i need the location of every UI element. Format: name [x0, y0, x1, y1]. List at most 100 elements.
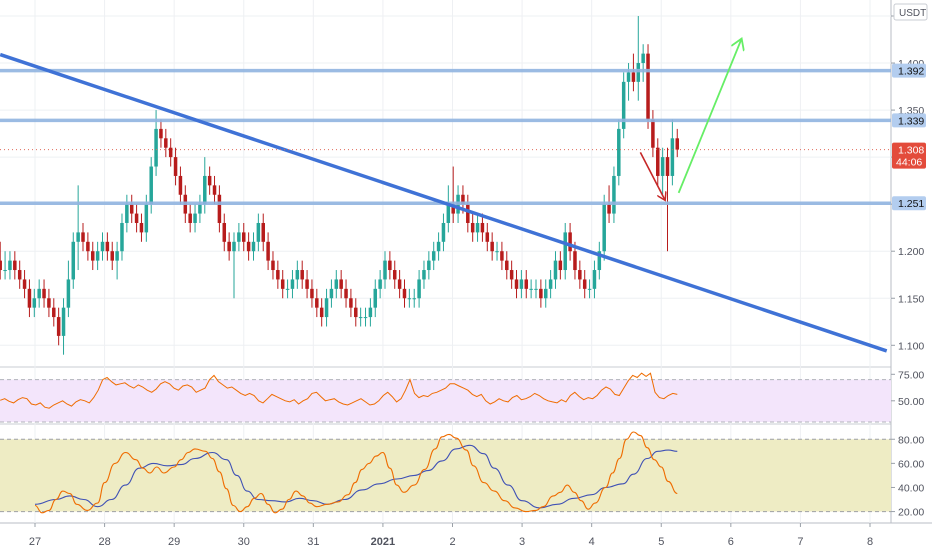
currency-badge[interactable] — [893, 3, 928, 21]
candle-body — [354, 307, 358, 318]
candle-body — [524, 279, 529, 289]
candle-body — [285, 288, 290, 290]
candle-body — [543, 288, 548, 299]
candle-body — [271, 260, 275, 271]
candle-body — [188, 213, 192, 223]
candle-body — [246, 241, 251, 252]
stoch-k-line — [34, 431, 678, 514]
candle-body — [490, 241, 494, 252]
candle-body — [344, 288, 348, 299]
candle-body — [178, 175, 183, 195]
candle-body — [621, 81, 626, 129]
candle-body — [290, 279, 295, 289]
candle-body — [305, 279, 309, 289]
candle-body — [17, 270, 22, 280]
x-tick-label: 2 — [449, 536, 455, 548]
candle-body — [646, 53, 650, 120]
candle-body — [13, 260, 17, 271]
x-tick-label: 7 — [797, 536, 803, 548]
candle-body — [295, 270, 300, 280]
x-tick-label: 4 — [589, 536, 595, 548]
candle-body — [441, 222, 446, 242]
candle-body — [0, 260, 2, 271]
candle-body — [617, 128, 621, 176]
candle-body — [27, 288, 32, 308]
candle-body — [578, 270, 582, 280]
candle-body — [129, 204, 134, 214]
candle-body — [22, 279, 27, 289]
candle-body — [241, 232, 246, 242]
candle-body — [363, 317, 368, 319]
candle-body — [480, 222, 485, 233]
candle-body — [154, 128, 158, 167]
candle-body — [144, 204, 149, 233]
candle-body — [120, 222, 124, 252]
candle-body — [105, 241, 110, 252]
candle-body — [329, 288, 334, 299]
candle-body — [470, 222, 475, 233]
candle-body — [392, 270, 397, 280]
candle-body — [514, 279, 519, 289]
y-tick-label: 1.150 — [898, 293, 924, 305]
candle-body — [573, 251, 577, 271]
x-tick-label: 8 — [867, 536, 873, 548]
candle-body — [388, 260, 392, 271]
candle-body — [558, 260, 563, 271]
candle-body — [66, 279, 71, 308]
candle-body — [431, 251, 436, 261]
candle-body — [534, 288, 538, 290]
candle-body — [149, 166, 153, 205]
candle-body — [582, 279, 587, 289]
level-price-tag — [892, 63, 926, 78]
candle-body — [76, 232, 80, 242]
x-tick-label: 27 — [29, 536, 41, 548]
candle-body — [553, 260, 558, 280]
candle-body — [461, 194, 465, 205]
candle-body — [251, 241, 256, 252]
candle-body — [339, 279, 343, 289]
candle-body — [319, 307, 324, 318]
candle-body — [495, 251, 499, 253]
candle-body — [475, 222, 480, 233]
candle-body — [665, 157, 670, 176]
candle-body — [466, 204, 470, 223]
candle-body — [349, 298, 353, 308]
candle-body — [47, 298, 51, 308]
candle-body — [203, 175, 207, 205]
candle-body — [256, 222, 261, 242]
candle-body — [173, 157, 178, 176]
stoch-d-line — [34, 444, 678, 509]
candle-body — [519, 279, 524, 289]
candle-body — [500, 251, 504, 261]
candle-body — [417, 279, 421, 299]
candle-body — [164, 138, 168, 148]
candle-body — [407, 298, 412, 300]
candle-body — [509, 270, 514, 280]
current-price-label: 1.308 — [898, 145, 924, 157]
candle-body — [427, 260, 431, 271]
candle-body — [592, 270, 597, 289]
candle-body — [563, 232, 567, 271]
candle-body — [651, 119, 655, 148]
candle-body — [436, 241, 441, 252]
candle-body — [300, 270, 304, 280]
candle-body — [607, 204, 611, 214]
candle-body — [193, 213, 197, 223]
candle-body — [670, 138, 675, 176]
candle-body — [95, 251, 100, 261]
stoch-tick-label: 60.00 — [898, 458, 924, 470]
stoch-tick-label: 80.00 — [898, 434, 924, 446]
candle-body — [505, 260, 509, 271]
x-tick-label: 30 — [238, 536, 250, 548]
bullish-arrow[interactable] — [677, 40, 742, 194]
candle-body — [422, 270, 426, 280]
candle-body — [125, 204, 129, 223]
level-price-label: 1.392 — [898, 66, 924, 78]
trendline[interactable] — [0, 52, 888, 353]
candle-body — [451, 204, 455, 214]
bearish-arrow[interactable] — [639, 152, 664, 199]
candle-body — [198, 204, 202, 214]
candle-body — [232, 241, 236, 252]
